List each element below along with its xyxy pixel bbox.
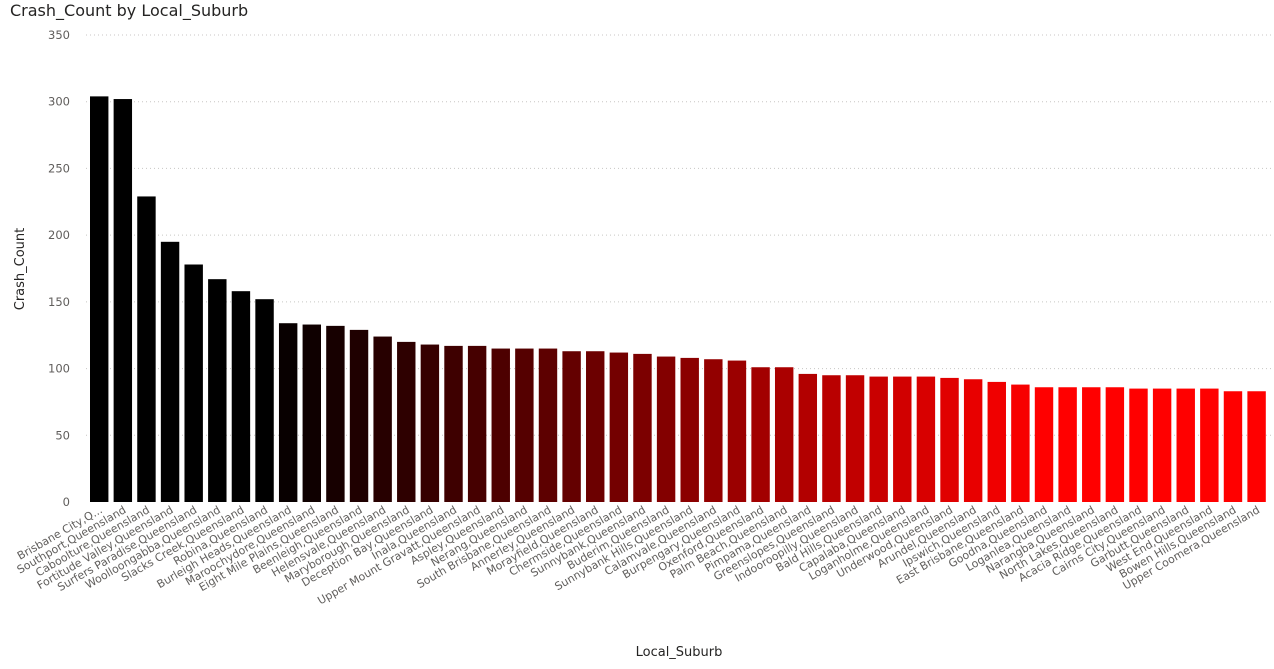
y-tick-label: 300 [48,95,70,109]
bar[interactable] [845,375,865,502]
bar[interactable] [1200,388,1219,502]
y-axis-label: Crash_Count [13,228,28,311]
bar[interactable] [1034,387,1054,502]
bar[interactable] [90,96,109,502]
bar[interactable] [1105,387,1125,502]
y-axis-ticks: 0 50 100 150 200 250 300 350 [48,28,70,509]
bar[interactable] [1176,388,1195,502]
bar[interactable] [893,376,912,502]
bar[interactable] [916,376,936,502]
y-tick-label: 0 [63,495,70,509]
bar[interactable] [633,353,652,502]
bar[interactable] [1247,391,1266,502]
bar[interactable] [255,299,274,502]
y-tick-label: 100 [48,362,70,376]
bar[interactable] [586,351,605,502]
bar[interactable] [798,373,818,502]
bar[interactable] [1058,387,1077,502]
bar[interactable] [940,377,959,502]
x-axis-label: Local_Suburb [636,645,723,660]
bar[interactable] [1082,387,1101,502]
bar[interactable] [1223,391,1243,502]
bar[interactable] [113,99,133,503]
y-tick-label: 150 [48,295,70,309]
bar[interactable] [774,367,794,502]
bar[interactable] [160,241,180,502]
bar[interactable] [208,279,227,502]
bar[interactable] [184,264,203,503]
bar[interactable] [609,352,629,502]
bar[interactable] [538,348,558,502]
y-tick-label: 350 [48,28,70,42]
bar[interactable] [704,359,723,502]
bar[interactable] [231,291,251,502]
bar[interactable] [656,356,676,502]
bar[interactable] [822,375,841,502]
bar[interactable] [278,323,298,502]
bar[interactable] [515,348,534,502]
bar[interactable] [373,336,392,502]
bar[interactable] [963,379,983,502]
bar[interactable] [1152,388,1172,502]
bar[interactable] [420,344,440,502]
bar[interactable] [326,325,345,502]
bar[interactable] [727,360,747,502]
bar[interactable] [302,324,321,502]
y-tick-label: 250 [48,161,70,175]
chart-title: Crash_Count by Local_Suburb [10,1,249,20]
bar[interactable] [491,348,510,502]
bar[interactable] [397,341,416,502]
bar[interactable] [751,367,770,502]
bar[interactable] [987,381,1006,502]
bars [90,96,1266,503]
y-tick-label: 200 [48,228,70,242]
bar[interactable] [869,376,888,502]
bar[interactable] [680,357,699,502]
gridlines [86,34,1271,436]
bar[interactable] [467,345,487,502]
bar[interactable] [1011,384,1030,502]
x-axis-ticks: Brisbane City,Q...Southport,QueenslandCa… [15,503,1262,607]
y-tick-label: 50 [55,428,70,442]
bar[interactable] [562,351,581,502]
bar[interactable] [1129,388,1148,502]
bar[interactable] [349,329,369,502]
bar[interactable] [137,196,156,502]
bar[interactable] [444,345,463,502]
